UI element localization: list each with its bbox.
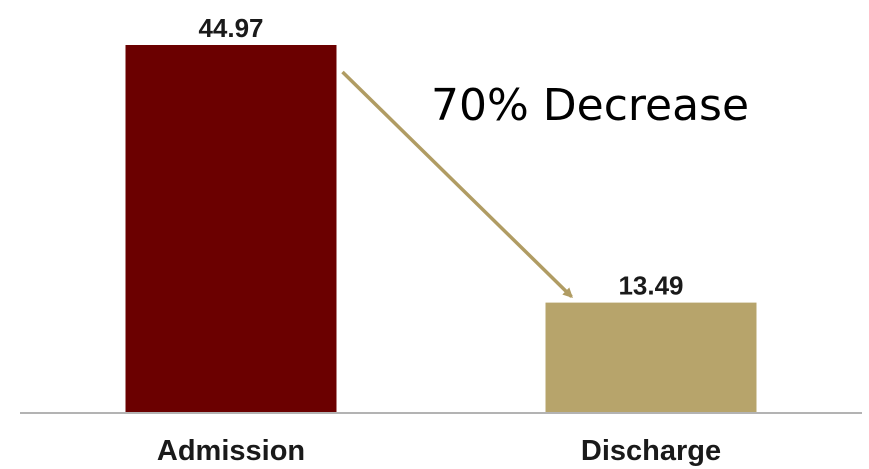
bars-layer xyxy=(125,45,757,413)
bar-discharge xyxy=(545,302,757,413)
decrease-arrow xyxy=(341,70,573,299)
value-label-discharge: 13.49 xyxy=(618,271,683,301)
labels-layer: 44.97 Admission 13.49 Discharge xyxy=(157,13,721,467)
x-tick-label-discharge: Discharge xyxy=(581,435,721,467)
annotation-label: 70% Decrease xyxy=(431,80,749,131)
bar-admission xyxy=(125,45,337,413)
x-tick-label-admission: Admission xyxy=(157,435,305,467)
value-label-admission: 44.97 xyxy=(198,13,263,43)
